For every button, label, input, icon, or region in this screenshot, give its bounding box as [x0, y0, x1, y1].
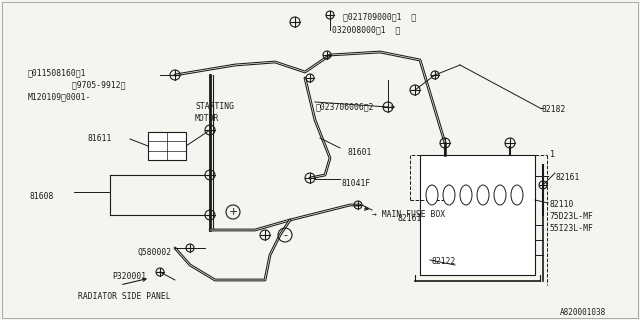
- Ellipse shape: [443, 185, 455, 205]
- Text: STARTING: STARTING: [195, 102, 234, 111]
- Text: RADIATOR SIDE PANEL: RADIATOR SIDE PANEL: [78, 292, 171, 301]
- Text: 81608: 81608: [30, 192, 54, 201]
- Text: 82161: 82161: [398, 214, 422, 223]
- Ellipse shape: [477, 185, 489, 205]
- Text: 82122: 82122: [432, 257, 456, 266]
- Text: Ⓑ011508160（1: Ⓑ011508160（1: [28, 68, 86, 77]
- FancyBboxPatch shape: [148, 132, 186, 160]
- Text: 81041F: 81041F: [342, 179, 371, 188]
- Text: 81601: 81601: [347, 148, 371, 157]
- Text: 82182: 82182: [542, 105, 566, 114]
- Text: 82161: 82161: [555, 173, 579, 182]
- Ellipse shape: [511, 185, 523, 205]
- Text: Q580002: Q580002: [138, 248, 172, 257]
- Text: 55I23L-MF: 55I23L-MF: [549, 224, 593, 233]
- Text: 81611: 81611: [88, 134, 113, 143]
- Bar: [420, 155, 535, 275]
- Text: P320001: P320001: [112, 272, 146, 281]
- Text: 82110: 82110: [549, 200, 573, 209]
- Text: （9705-9912）: （9705-9912）: [28, 80, 125, 89]
- Text: → MAIN FUSE BOX: → MAIN FUSE BOX: [372, 210, 445, 219]
- Text: 032008000（1  ）: 032008000（1 ）: [332, 25, 400, 34]
- Text: -: -: [283, 230, 287, 240]
- Text: 1: 1: [550, 150, 555, 159]
- Text: MOTOR: MOTOR: [195, 114, 220, 123]
- Text: A820001038: A820001038: [560, 308, 606, 317]
- Ellipse shape: [426, 185, 438, 205]
- Text: 75D23L-MF: 75D23L-MF: [549, 212, 593, 221]
- Text: M120109（0001-: M120109（0001-: [28, 92, 92, 101]
- Ellipse shape: [460, 185, 472, 205]
- Ellipse shape: [494, 185, 506, 205]
- Text: Ⓝ023706006（2: Ⓝ023706006（2: [316, 102, 374, 111]
- Text: Ⓝ021709000（1  ）: Ⓝ021709000（1 ）: [343, 12, 416, 21]
- Text: +: +: [228, 207, 237, 217]
